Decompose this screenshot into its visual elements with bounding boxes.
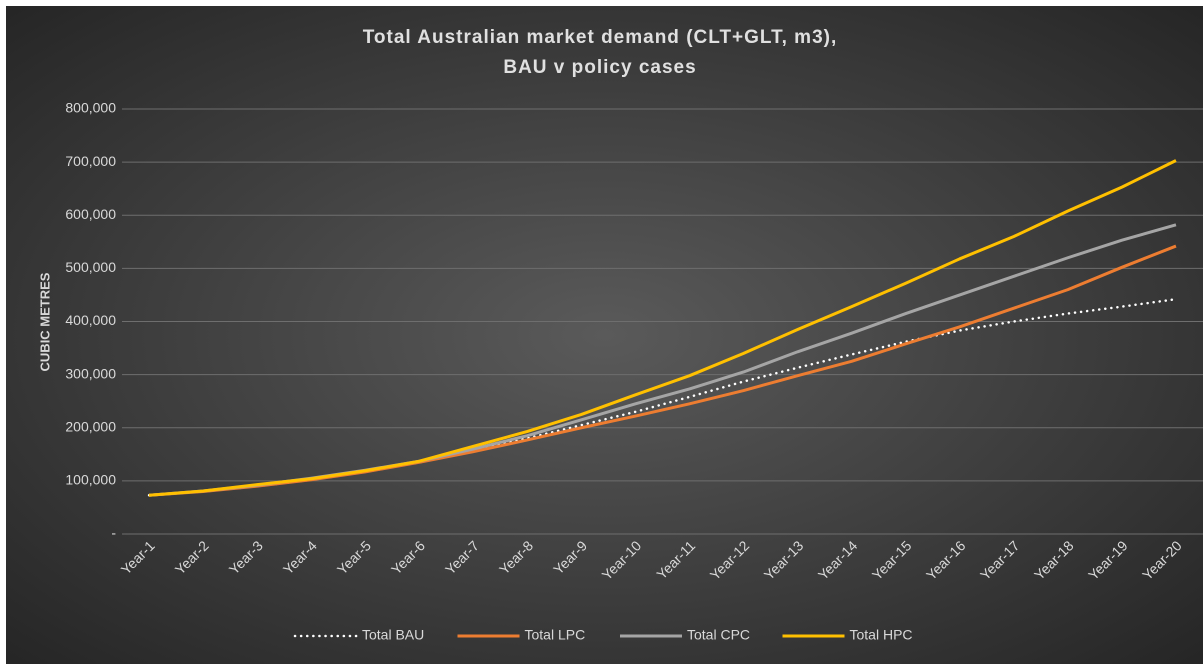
y-tick-label: 500,000 — [65, 259, 116, 275]
y-tick-label: 800,000 — [65, 100, 116, 116]
chart-title: Total Australian market demand (CLT+GLT,… — [363, 27, 838, 48]
y-tick-label: 600,000 — [65, 206, 116, 222]
legend-label: Total HPC — [850, 627, 913, 643]
legend-label: Total BAU — [362, 627, 424, 643]
y-tick-label: 200,000 — [65, 418, 116, 434]
y-tick-label: 700,000 — [65, 153, 116, 169]
chart-background — [6, 6, 1203, 664]
y-tick-label: 400,000 — [65, 312, 116, 328]
series-line — [148, 159, 1177, 497]
y-tick-label: 100,000 — [65, 472, 116, 488]
y-tick-label: 300,000 — [65, 365, 116, 381]
y-axis-label: CUBIC METRES — [37, 272, 52, 371]
y-tick-label: - — [111, 525, 116, 541]
legend-label: Total LPC — [525, 627, 586, 643]
chart-title: BAU v policy cases — [503, 57, 696, 78]
legend-label: Total CPC — [687, 627, 750, 643]
